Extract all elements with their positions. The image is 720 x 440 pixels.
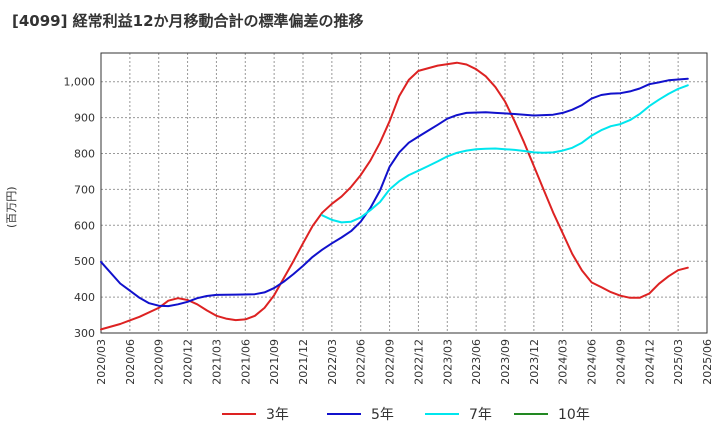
- x-tick-label: 2025/03: [672, 339, 685, 385]
- x-tick-label: 2023/09: [499, 339, 512, 385]
- x-tick-label: 2024/09: [614, 339, 627, 385]
- y-tick-label: 700: [74, 183, 95, 196]
- legend-label: 7年: [469, 407, 492, 423]
- x-ticks: 2020/03 2020/06 2020/09 2020/12 2021/03 2021/…: [95, 339, 714, 385]
- x-tick-label: 2020/12: [182, 339, 195, 385]
- y-tick-label: 1,000: [64, 76, 96, 89]
- x-tick-label: 2024/03: [557, 339, 570, 385]
- y-tick-label: 500: [74, 255, 95, 268]
- series-line: [100, 77, 689, 308]
- x-tick-label: 2020/03: [95, 339, 108, 385]
- y-tick-label: 800: [74, 148, 95, 161]
- grid: [100, 53, 708, 334]
- x-tick-label: 2021/03: [210, 339, 223, 385]
- x-tick-label: 2022/12: [412, 339, 425, 385]
- series-lines: [100, 61, 689, 331]
- legend-label: 3年: [266, 407, 289, 423]
- x-tick-label: 2024/06: [586, 339, 599, 385]
- plot-area: [101, 53, 707, 333]
- x-tick-label: 2022/03: [326, 339, 339, 385]
- series-line: [100, 61, 689, 331]
- legend: 3年 5年 7年 10年: [222, 407, 590, 423]
- x-tick-label: 2022/09: [384, 339, 397, 385]
- x-tick-label: 2020/09: [153, 339, 166, 385]
- plot-border: [100, 52, 708, 334]
- chart-title: [4099] 経常利益12か月移動合計の標準偏差の推移: [12, 12, 364, 30]
- series-line: [321, 84, 689, 224]
- x-tick-label: 2021/09: [268, 339, 281, 385]
- y-tick-label: 300: [74, 327, 95, 340]
- legend-label: 5年: [371, 407, 394, 423]
- y-tick-label: 400: [74, 291, 95, 304]
- x-tick-label: 2021/12: [297, 339, 310, 385]
- x-tick-label: 2023/03: [441, 339, 454, 385]
- x-tick-label: 2022/06: [355, 339, 368, 385]
- x-tick-label: 2025/06: [701, 339, 714, 385]
- x-tick-label: 2023/06: [470, 339, 483, 385]
- x-tick-label: 2020/06: [124, 339, 137, 385]
- x-tick-label: 2021/06: [239, 339, 252, 385]
- x-tick-label: 2023/12: [528, 339, 541, 385]
- legend-label: 10年: [558, 407, 590, 423]
- axes: [100, 52, 708, 334]
- x-tick-label: 2024/12: [643, 339, 656, 385]
- y-tick-label: 600: [74, 219, 95, 232]
- y-tick-label: 900: [74, 112, 95, 125]
- y-ticks: 300 400 500 600 700 800 900 1,000: [64, 76, 96, 340]
